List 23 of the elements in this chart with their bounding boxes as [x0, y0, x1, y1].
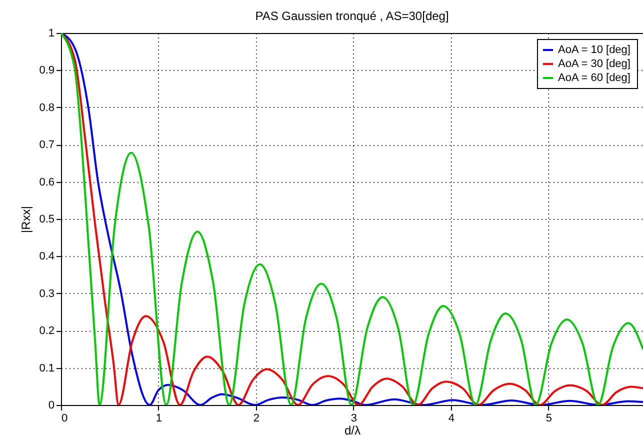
y-tick-label: 0.4	[39, 250, 54, 263]
y-axis-title: |Rxx|	[19, 206, 34, 233]
y-tick-label: 0.5	[39, 214, 54, 226]
y-tick-label: 0	[48, 400, 54, 412]
y-tick-label: 1	[48, 28, 54, 40]
legend-label: AoA = 60 [deg]	[558, 72, 630, 84]
legend-label: AoA = 30 [deg]	[558, 58, 630, 70]
y-tick-label: 0.1	[39, 362, 54, 374]
x-tick-label: 1	[156, 412, 162, 424]
y-tick-label: 0.7	[39, 139, 54, 152]
x-tick-label: 3	[350, 412, 358, 424]
x-axis-title: d/λ	[344, 424, 361, 438]
chart-title: PAS Gaussien tronqué , AS=30[deg]	[255, 9, 449, 23]
y-tick-label: 0.2	[39, 325, 54, 338]
x-tick-label: 4	[448, 412, 455, 424]
y-tick-label: 0.9	[39, 64, 54, 77]
y-tick-label: 0.8	[39, 102, 54, 114]
x-tick-label: 5	[546, 412, 552, 424]
x-tick-label: 2	[253, 412, 260, 424]
legend-label: AoA = 10 [deg]	[558, 44, 630, 56]
x-tick-label: 0	[62, 412, 68, 424]
y-tick-label: 0.3	[39, 288, 54, 300]
y-tick-label: 0.6	[39, 176, 54, 188]
